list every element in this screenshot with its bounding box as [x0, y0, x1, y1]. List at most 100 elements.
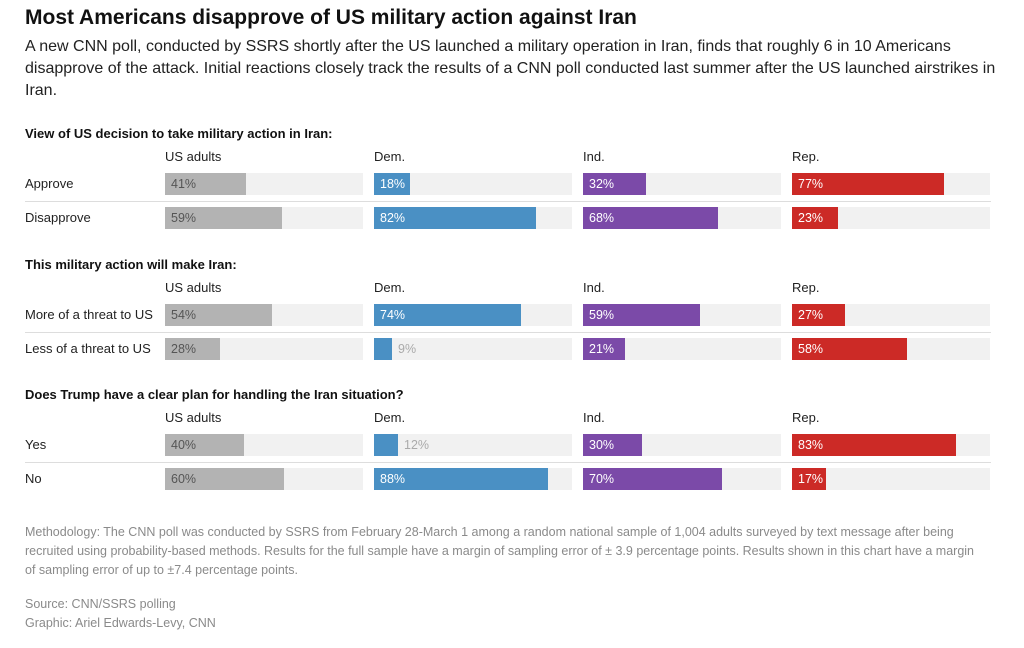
value-label: 30%: [589, 438, 615, 452]
bar-track: 59%: [165, 207, 363, 229]
row-label: No: [25, 471, 42, 486]
value-label: 60%: [171, 472, 197, 486]
bar-track: 12%: [374, 434, 572, 456]
chart-title: Most Americans disapprove of US military…: [25, 6, 637, 29]
bar-ind: [583, 468, 722, 490]
bar-track: 59%: [583, 304, 781, 326]
bar-track: 17%: [792, 468, 990, 490]
group-header-rep: Rep.: [792, 410, 820, 425]
value-label: 17%: [798, 472, 824, 486]
bar-track: 83%: [792, 434, 990, 456]
chart-subtitle: A new CNN poll, conducted by SSRS shortl…: [25, 38, 996, 99]
bar-rep: [792, 468, 826, 490]
bar-ind: [583, 304, 700, 326]
value-label: 21%: [589, 342, 615, 356]
bar-track: 70%: [583, 468, 781, 490]
question-title: View of US decision to take military act…: [25, 126, 333, 141]
bar-track: 74%: [374, 304, 572, 326]
bar-track: 21%: [583, 338, 781, 360]
bar-rep: [792, 434, 956, 456]
group-header-dem: Dem.: [374, 149, 406, 164]
bar-track: 82%: [374, 207, 572, 229]
bar-rep: [792, 173, 944, 195]
value-label: 18%: [380, 177, 406, 191]
group-header-rep: Rep.: [792, 149, 820, 164]
bar-ind: [583, 207, 718, 229]
bar-track: 68%: [583, 207, 781, 229]
group-header-dem: Dem.: [374, 280, 406, 295]
value-label: 9%: [398, 342, 417, 356]
bar-ind: [583, 173, 646, 195]
question-panel: This military action will make Iran: US a…: [0, 257, 1024, 377]
group-header-dem: Dem.: [374, 410, 406, 425]
bar-dem: [374, 338, 392, 360]
row-label: Yes: [25, 437, 47, 452]
value-label: 59%: [589, 308, 615, 322]
row-divider: [25, 462, 991, 463]
question-panel: Does Trump have a clear plan for handlin…: [0, 387, 1024, 507]
group-header-us-adults: US adults: [165, 149, 222, 164]
row-divider: [25, 332, 991, 333]
bar-dem: [374, 468, 548, 490]
value-label: 83%: [798, 438, 824, 452]
group-header-ind: Ind.: [583, 410, 605, 425]
bar-dem: [374, 434, 398, 456]
bar-track: 27%: [792, 304, 990, 326]
bar-us-adults: [165, 338, 220, 360]
question-title: Does Trump have a clear plan for handlin…: [25, 387, 404, 402]
value-label: 40%: [171, 438, 197, 452]
value-label: 41%: [171, 177, 197, 191]
group-header-rep: Rep.: [792, 280, 820, 295]
bar-track: 88%: [374, 468, 572, 490]
bar-track: 9%: [374, 338, 572, 360]
bar-track: 23%: [792, 207, 990, 229]
bar-us-adults: [165, 304, 272, 326]
bar-rep: [792, 338, 907, 360]
row-label: Disapprove: [25, 210, 91, 225]
bar-track: 54%: [165, 304, 363, 326]
value-label: 68%: [589, 211, 615, 225]
methodology-note: Methodology: The CNN poll was conducted …: [25, 525, 975, 577]
value-label: 70%: [589, 472, 615, 486]
bar-us-adults: [165, 207, 282, 229]
value-label: 88%: [380, 472, 406, 486]
bar-rep: [792, 207, 838, 229]
value-label: 59%: [171, 211, 197, 225]
bar-us-adults: [165, 434, 244, 456]
bar-track: 58%: [792, 338, 990, 360]
value-label: 23%: [798, 211, 824, 225]
bar-ind: [583, 434, 642, 456]
value-label: 27%: [798, 308, 824, 322]
bar-track: 28%: [165, 338, 363, 360]
value-label: 12%: [404, 438, 430, 452]
value-label: 28%: [171, 342, 197, 356]
group-header-us-adults: US adults: [165, 410, 222, 425]
bar-track: 40%: [165, 434, 363, 456]
bar-track: 77%: [792, 173, 990, 195]
question-panel: View of US decision to take military act…: [0, 126, 1024, 246]
group-header-ind: Ind.: [583, 280, 605, 295]
group-header-us-adults: US adults: [165, 280, 222, 295]
bar-us-adults: [165, 468, 284, 490]
value-label: 58%: [798, 342, 824, 356]
bar-track: 60%: [165, 468, 363, 490]
value-label: 82%: [380, 211, 406, 225]
bar-rep: [792, 304, 845, 326]
bar-track: 18%: [374, 173, 572, 195]
value-label: 32%: [589, 177, 615, 191]
value-label: 54%: [171, 308, 197, 322]
bar-dem: [374, 207, 536, 229]
graphic-credit: Graphic: Ariel Edwards-Levy, CNN: [25, 616, 216, 630]
row-label: Approve: [25, 176, 74, 191]
row-label: More of a threat to US: [25, 307, 153, 322]
row-label: Less of a threat to US: [25, 341, 151, 356]
question-title: This military action will make Iran:: [25, 257, 237, 272]
value-label: 74%: [380, 308, 406, 322]
bar-dem: [374, 304, 521, 326]
bar-dem: [374, 173, 410, 195]
bar-track: 30%: [583, 434, 781, 456]
bar-ind: [583, 338, 625, 360]
bar-track: 32%: [583, 173, 781, 195]
source-note: Source: CNN/SSRS polling: [25, 597, 176, 611]
group-header-ind: Ind.: [583, 149, 605, 164]
